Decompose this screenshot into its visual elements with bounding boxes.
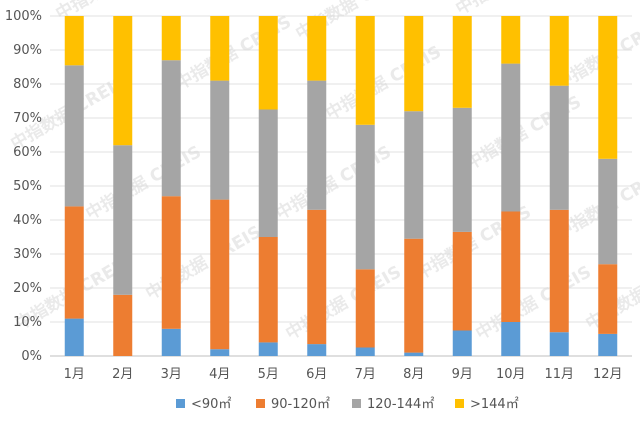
bar-segment-3-11月 [549, 85, 569, 210]
watermark-text: 中指数据 CREIS [142, 221, 265, 304]
bar-segment-1-1月 [64, 318, 84, 356]
grid-lines [50, 15, 632, 357]
bar-segment-1-4月 [210, 349, 230, 356]
bar-segment-3-1月 [64, 65, 84, 207]
legend-swatch [256, 399, 265, 408]
y-tick-label: 50% [13, 179, 42, 194]
bar-segment-3-8月 [404, 111, 424, 239]
legend-item-3: 120-144㎡ [352, 397, 434, 412]
bar-segment-1-9月 [452, 330, 472, 356]
bar-segment-4-3月 [161, 16, 181, 61]
x-tick-label: 7月 [355, 367, 376, 382]
x-axis-ticks: 1月 2月 3月 4月 5月 6月 7月 8月 9月 10月 11月 12月 [64, 367, 623, 382]
bar-segment-3-5月 [258, 109, 278, 237]
bar-segment-4-6月 [307, 16, 327, 81]
y-tick-label: 40% [13, 213, 42, 228]
bar-segment-2-3月 [161, 196, 181, 329]
x-tick-label: 2月 [112, 367, 133, 382]
bar-segment-4-12月 [598, 16, 618, 159]
y-tick-label: 60% [13, 145, 42, 160]
bar-segment-4-2月 [113, 16, 133, 146]
bar-segment-2-6月 [307, 209, 327, 345]
bar-segment-4-10月 [501, 16, 521, 64]
x-tick-label: 8月 [403, 367, 424, 382]
bar-segment-1-3月 [161, 328, 181, 356]
x-tick-label: 3月 [161, 367, 182, 382]
bars [64, 16, 618, 356]
bar-segment-2-12月 [598, 264, 618, 334]
bar-segment-3-7月 [355, 124, 375, 270]
legend-item-1: <90㎡ [176, 397, 231, 412]
bar-segment-4-7月 [355, 16, 375, 125]
bar-segment-2-7月 [355, 269, 375, 348]
bar-segment-2-10月 [501, 211, 521, 322]
legend-item-4: >144㎡ [455, 397, 519, 412]
bar-segment-2-2月 [113, 294, 133, 356]
y-tick-label: 30% [13, 247, 42, 262]
y-axis-ticks: 0% 10% 20% 30% 40% 50% 60% 70% 80% 90% 100% [5, 9, 42, 364]
legend-label: 120-144㎡ [367, 397, 434, 412]
legend-label: <90㎡ [191, 397, 231, 412]
bar-segment-1-5月 [258, 342, 278, 356]
bar-segment-2-5月 [258, 237, 278, 343]
x-tick-label: 5月 [258, 367, 279, 382]
legend-label: 90-120㎡ [271, 397, 330, 412]
x-tick-label: 12月 [593, 367, 623, 382]
bar-segment-2-4月 [210, 199, 230, 350]
legend-label: >144㎡ [470, 397, 519, 412]
bar-segment-2-9月 [452, 231, 472, 331]
bar-segment-1-7月 [355, 347, 375, 356]
watermark-text: 中指数据 CREIS [82, 141, 205, 224]
bar-segment-3-6月 [307, 80, 327, 210]
x-tick-label: 4月 [209, 367, 230, 382]
bar-segment-1-12月 [598, 333, 618, 356]
y-tick-label: 0% [21, 349, 42, 364]
y-tick-label: 20% [13, 281, 42, 296]
watermark-text: 中指数据 CREIS [272, 141, 395, 224]
bar-segment-4-1月 [64, 16, 84, 66]
bar-segment-4-9月 [452, 16, 472, 108]
bar-segment-3-3月 [161, 60, 181, 197]
bar-segment-1-10月 [501, 322, 521, 356]
y-tick-label: 10% [13, 315, 42, 330]
bar-segment-2-11月 [549, 209, 569, 333]
watermark-text: 中指数据 CREIS [282, 261, 405, 344]
watermark-text: 中指数据 CREIS [472, 261, 595, 344]
bar-segment-2-8月 [404, 238, 424, 353]
x-tick-label: 1月 [64, 367, 85, 382]
legend: <90㎡ 90-120㎡ 120-144㎡ >144㎡ [176, 397, 519, 412]
x-tick-label: 10月 [496, 367, 526, 382]
bar-segment-2-1月 [64, 206, 84, 319]
y-tick-label: 80% [13, 77, 42, 92]
bar-segment-1-8月 [404, 352, 424, 356]
y-tick-label: 70% [13, 111, 42, 126]
y-tick-label: 100% [5, 9, 42, 24]
bar-segment-4-5月 [258, 16, 278, 110]
x-tick-label: 11月 [544, 367, 574, 382]
bar-segment-4-11月 [549, 16, 569, 86]
legend-item-2: 90-120㎡ [256, 397, 330, 412]
bar-segment-4-4月 [210, 16, 230, 81]
y-tick-label: 90% [13, 43, 42, 58]
legend-swatch [176, 399, 185, 408]
bar-segment-4-8月 [404, 16, 424, 112]
watermark-text: 中指数据 CREIS [322, 41, 445, 124]
bar-segment-3-2月 [113, 145, 133, 295]
bar-segment-3-9月 [452, 107, 472, 232]
bar-segment-1-6月 [307, 344, 327, 356]
x-tick-label: 6月 [306, 367, 327, 382]
legend-swatch [455, 399, 464, 408]
bar-segment-3-4月 [210, 80, 230, 200]
bar-segment-3-12月 [598, 158, 618, 265]
legend-swatch [352, 399, 361, 408]
x-tick-label: 9月 [452, 367, 473, 382]
bar-segment-3-10月 [501, 63, 521, 212]
bar-segment-1-11月 [549, 332, 569, 356]
